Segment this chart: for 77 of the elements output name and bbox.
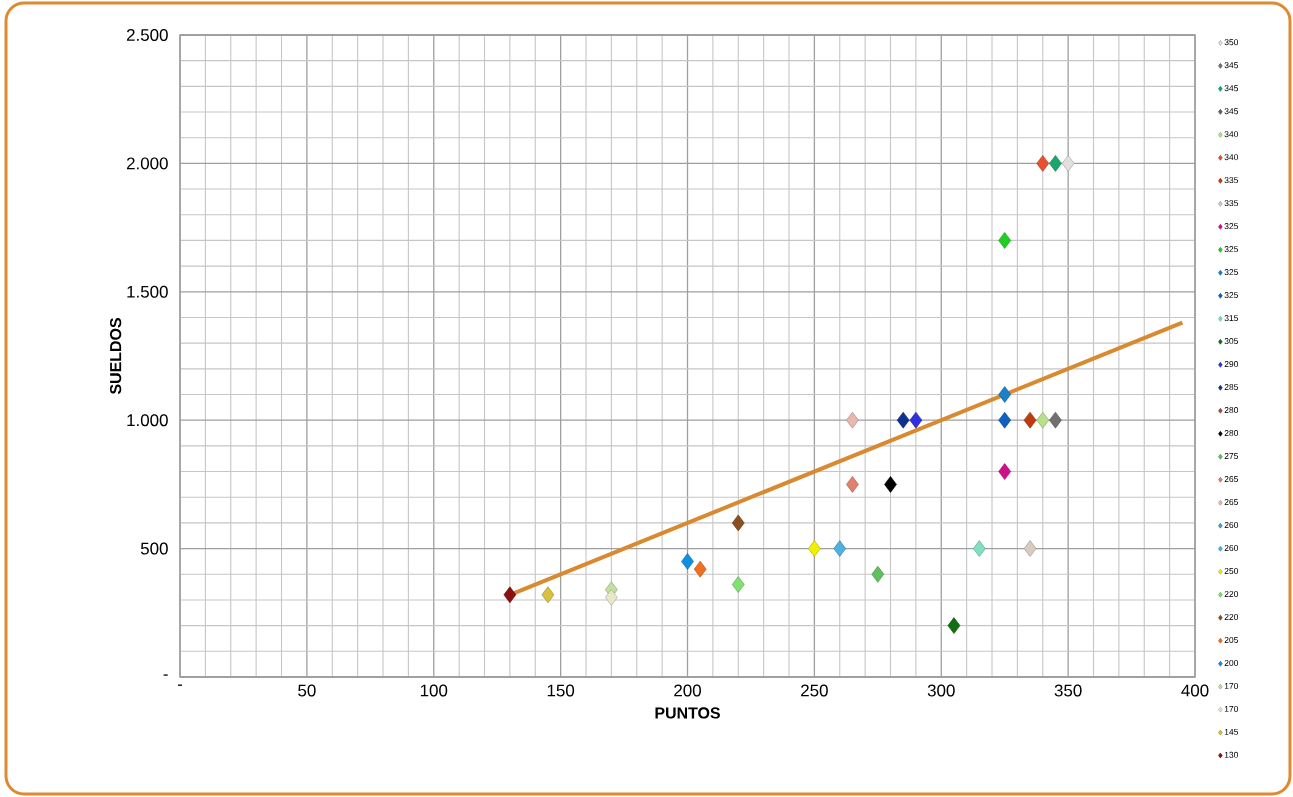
x-tick-label: 250 [801, 684, 828, 697]
point [1049, 411, 1062, 429]
legend-label: 325 [1224, 246, 1239, 253]
point [896, 411, 910, 429]
point [998, 232, 1011, 249]
point [973, 540, 986, 557]
point [871, 565, 885, 583]
y-tick-label: 1.000 [127, 414, 168, 427]
legend-label: 315 [1224, 315, 1239, 322]
x-tick-label: 150 [547, 684, 575, 697]
point [1036, 155, 1050, 172]
legend-label: 345 [1224, 62, 1239, 69]
point [681, 553, 694, 570]
legend-label: 170 [1224, 705, 1239, 712]
point [1023, 540, 1037, 557]
x-tick-label: - [177, 684, 183, 686]
legend-label: 325 [1224, 292, 1239, 299]
y-tick-label: 500 [140, 542, 168, 555]
legend-label: 260 [1224, 545, 1239, 551]
point [884, 476, 897, 493]
point [541, 586, 555, 604]
y-tick-label: 2.000 [126, 157, 168, 170]
legend-label: 205 [1224, 636, 1239, 643]
point [833, 540, 847, 557]
point [1049, 155, 1062, 172]
point [731, 514, 745, 532]
x-tick-label: 300 [927, 684, 955, 697]
point [846, 411, 859, 429]
legend-label: 345 [1224, 108, 1239, 115]
point [998, 386, 1011, 403]
legend-label: 260 [1224, 522, 1239, 528]
legend-label: 275 [1224, 453, 1239, 460]
y-tick-label: - [163, 674, 168, 676]
point [909, 411, 923, 429]
legend-label: 340 [1224, 154, 1239, 161]
legend-label: 345 [1224, 85, 1239, 92]
legend-label: 145 [1224, 728, 1239, 735]
point [808, 540, 821, 557]
legend-label: 290 [1224, 361, 1239, 368]
legend-label: 200 [1224, 659, 1239, 666]
legend-label: 305 [1224, 338, 1239, 345]
legend-label: 265 [1224, 499, 1239, 506]
y-tick-label: 2.500 [126, 28, 168, 41]
legend-label: 170 [1224, 682, 1239, 689]
legend-label: 220 [1224, 613, 1239, 620]
x-axis-title: PUNTOS [655, 707, 720, 719]
legend-label: 130 [1224, 751, 1239, 758]
x-tick-label: 400 [1181, 684, 1209, 697]
point [1036, 411, 1050, 429]
legend-label: 220 [1224, 590, 1239, 597]
point [731, 576, 745, 593]
legend-label: 350 [1224, 39, 1239, 46]
y-tick-label: 1.500 [127, 285, 168, 298]
legend-label: 340 [1224, 131, 1239, 138]
legend-label: 265 [1224, 476, 1239, 483]
x-tick-label: 50 [298, 684, 316, 697]
point [693, 560, 707, 578]
point [1023, 411, 1037, 429]
legend-label: 325 [1224, 223, 1239, 230]
legend-label: 335 [1224, 200, 1239, 207]
x-tick-label: 350 [1054, 684, 1082, 697]
legend-label: 250 [1224, 568, 1239, 574]
point [947, 617, 961, 634]
y-axis-title: SUELDOS [109, 318, 122, 395]
point [998, 411, 1011, 429]
point [503, 586, 517, 604]
legend-label: 335 [1224, 177, 1239, 184]
legend-label: 280 [1224, 430, 1239, 437]
point [846, 476, 859, 493]
legend-label: 325 [1224, 269, 1239, 276]
legend-label: 280 [1224, 407, 1239, 414]
point [998, 463, 1011, 480]
x-tick-label: 200 [674, 684, 701, 697]
point [1061, 155, 1075, 172]
point [605, 589, 618, 606]
legend-label: 285 [1224, 384, 1239, 391]
x-tick-label: 100 [420, 684, 448, 697]
